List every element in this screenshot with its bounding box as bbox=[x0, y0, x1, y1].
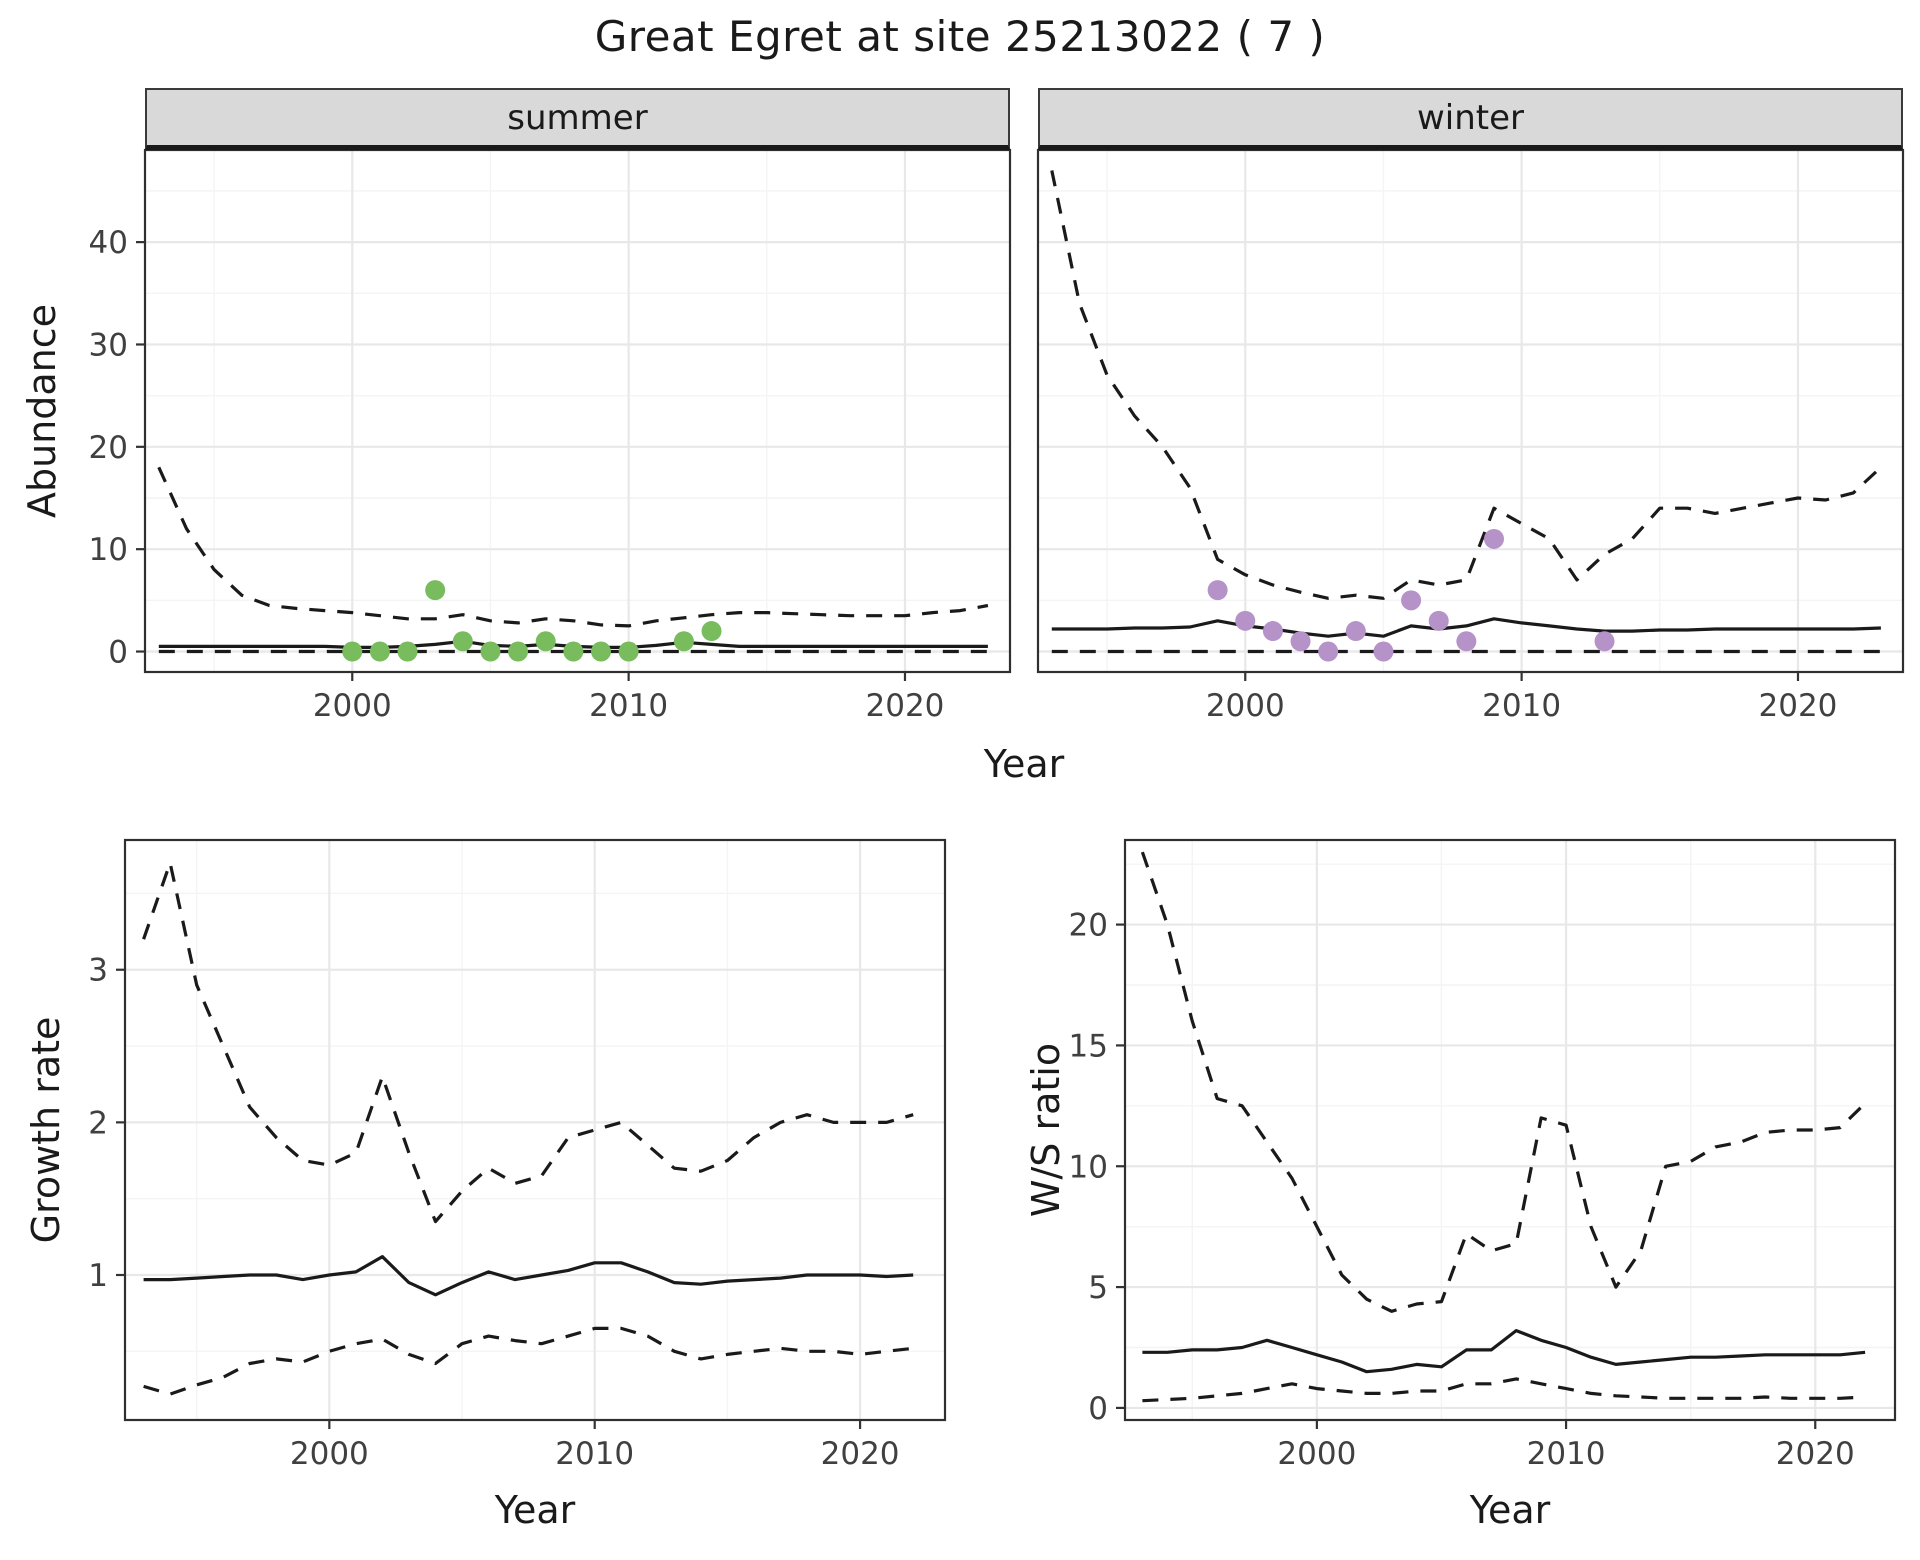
abundance-summer-point bbox=[618, 641, 639, 662]
abundance-winter-axis-ticks: 2000 2010 2020 bbox=[1206, 672, 1838, 724]
abundance-summer-point bbox=[563, 641, 584, 662]
abundance-winter-point bbox=[1235, 610, 1256, 631]
year-axis-label-top: Year bbox=[983, 742, 1065, 786]
abundance-summer-point bbox=[369, 641, 390, 662]
abundance-winter-point bbox=[1373, 641, 1394, 662]
ws-ratio-y-tick-label: 20 bbox=[1069, 908, 1108, 944]
panel-abundance-winter: 2000 2010 2020 bbox=[1036, 148, 1905, 724]
abundance-winter-point bbox=[1262, 621, 1283, 642]
ws-ratio-median-line bbox=[1142, 1329, 1866, 1374]
ws-ratio-x-tick-label: 2000 bbox=[1277, 1436, 1356, 1472]
abundance-winter-panel-background bbox=[1038, 150, 1903, 672]
abundance-winter-point bbox=[1456, 631, 1477, 652]
ws-ratio-axis-label: W/S ratio bbox=[1024, 1042, 1068, 1218]
abundance-winter-x-tick-label: 2020 bbox=[1759, 688, 1838, 724]
abundance-summer-axis-ticks: 2000 2010 2020 0 10 20 30 40 bbox=[89, 225, 945, 724]
growth-rate-y-tick-label: 1 bbox=[88, 1258, 108, 1294]
growth-rate-x-tick-label: 2020 bbox=[821, 1436, 900, 1472]
ws-ratio-panel-border bbox=[1123, 838, 1897, 1422]
abundance-winter-panel-border bbox=[1036, 148, 1905, 674]
abundance-summer-panel-border bbox=[143, 148, 1012, 674]
abundance-winter-x-tick-label: 2010 bbox=[1482, 688, 1561, 724]
abundance-winter-point bbox=[1207, 580, 1228, 601]
abundance-summer-x-tick-label: 2000 bbox=[313, 688, 392, 724]
panel-ws-ratio: 2000 2010 2020 0 5 10 15 20 bbox=[1069, 838, 1897, 1472]
abundance-summer-point bbox=[342, 641, 363, 662]
abundance-summer-point bbox=[452, 631, 473, 652]
abundance-summer-y-tick-label: 40 bbox=[89, 225, 128, 261]
abundance-summer-point bbox=[508, 641, 529, 662]
abundance-summer-point bbox=[535, 631, 556, 652]
growth-rate-x-tick-label: 2010 bbox=[555, 1436, 634, 1472]
abundance-winter-upper_ci-line bbox=[1050, 170, 1882, 600]
abundance-winter-x-tick-label: 2000 bbox=[1206, 688, 1285, 724]
abundance-summer-point bbox=[701, 621, 722, 642]
growth-rate-median-line bbox=[143, 1255, 914, 1297]
abundance-summer-point bbox=[673, 631, 694, 652]
abundance-summer-upper_ci-line bbox=[157, 466, 989, 628]
abundance-winter-median-line bbox=[1051, 617, 1881, 638]
abundance-summer-grid-lines bbox=[145, 150, 1010, 672]
growth-rate-y-tick-label: 2 bbox=[88, 1105, 108, 1141]
growth-rate-upper_ci-line bbox=[142, 861, 914, 1224]
growth-rate-panel-background bbox=[125, 840, 945, 1420]
ws-ratio-panel-background bbox=[1125, 840, 1895, 1420]
abundance-summer-point bbox=[425, 580, 446, 601]
abundance-summer-panel-background bbox=[145, 150, 1010, 672]
chart-title: Great Egret at site 25213022 ( 7 ) bbox=[594, 12, 1326, 61]
year-axis-label-ws: Year bbox=[1469, 1488, 1551, 1532]
abundance-winter-point bbox=[1318, 641, 1339, 662]
abundance-winter-points bbox=[1207, 528, 1615, 662]
abundance-winter-point bbox=[1428, 610, 1449, 631]
growth-rate-axis-ticks: 2000 2010 2020 1 2 3 bbox=[88, 953, 899, 1472]
ws-ratio-y-tick-label: 15 bbox=[1069, 1028, 1108, 1064]
abundance-summer-y-tick-label: 30 bbox=[89, 327, 128, 363]
growth-rate-panel-border bbox=[123, 838, 947, 1422]
growth-rate-x-tick-label: 2000 bbox=[290, 1436, 369, 1472]
panel-abundance-summer: 2000 2010 2020 0 10 20 30 40 bbox=[89, 148, 1012, 724]
abundance-summer-point bbox=[480, 641, 501, 662]
abundance-summer-points bbox=[342, 580, 722, 662]
year-axis-label-growth: Year bbox=[494, 1488, 576, 1532]
ws-ratio-y-tick-label: 10 bbox=[1069, 1149, 1108, 1185]
abundance-winter-point bbox=[1290, 631, 1311, 652]
panel-growth-rate: 2000 2010 2020 1 2 3 bbox=[88, 838, 947, 1472]
abundance-winter-point bbox=[1483, 528, 1504, 549]
abundance-winter-point bbox=[1345, 621, 1366, 642]
abundance-summer-y-tick-label: 10 bbox=[89, 532, 128, 568]
growth-rate-axis-label: Growth rate bbox=[24, 1016, 68, 1244]
abundance-summer-point bbox=[397, 641, 418, 662]
abundance-summer-y-tick-label: 20 bbox=[89, 430, 128, 466]
ws-ratio-grid-lines bbox=[1125, 840, 1895, 1420]
abundance-axis-label: Abundance bbox=[20, 303, 64, 519]
abundance-summer-y-tick-label: 0 bbox=[108, 635, 128, 671]
ws-ratio-upper_ci-line bbox=[1140, 851, 1867, 1313]
ws-ratio-y-tick-label: 0 bbox=[1088, 1391, 1108, 1427]
growth-rate-lower_ci-line bbox=[143, 1326, 914, 1396]
ws-ratio-x-tick-label: 2020 bbox=[1776, 1436, 1855, 1472]
abundance-winter-point bbox=[1401, 590, 1422, 611]
abundance-summer-x-tick-label: 2020 bbox=[866, 688, 945, 724]
ws-ratio-x-tick-label: 2010 bbox=[1527, 1436, 1606, 1472]
ws-ratio-axis-ticks: 2000 2010 2020 0 5 10 15 20 bbox=[1069, 908, 1855, 1472]
abundance-winter-point bbox=[1594, 631, 1615, 652]
abundance-summer-x-tick-label: 2010 bbox=[589, 688, 668, 724]
facet-strip-summer: summer bbox=[145, 88, 1010, 150]
facet-strip-winter: winter bbox=[1038, 88, 1903, 150]
ws-ratio-lower_ci-line bbox=[1142, 1377, 1866, 1403]
abundance-summer-point bbox=[590, 641, 611, 662]
growth-rate-y-tick-label: 3 bbox=[88, 953, 108, 989]
ws-ratio-y-tick-label: 5 bbox=[1088, 1270, 1108, 1306]
